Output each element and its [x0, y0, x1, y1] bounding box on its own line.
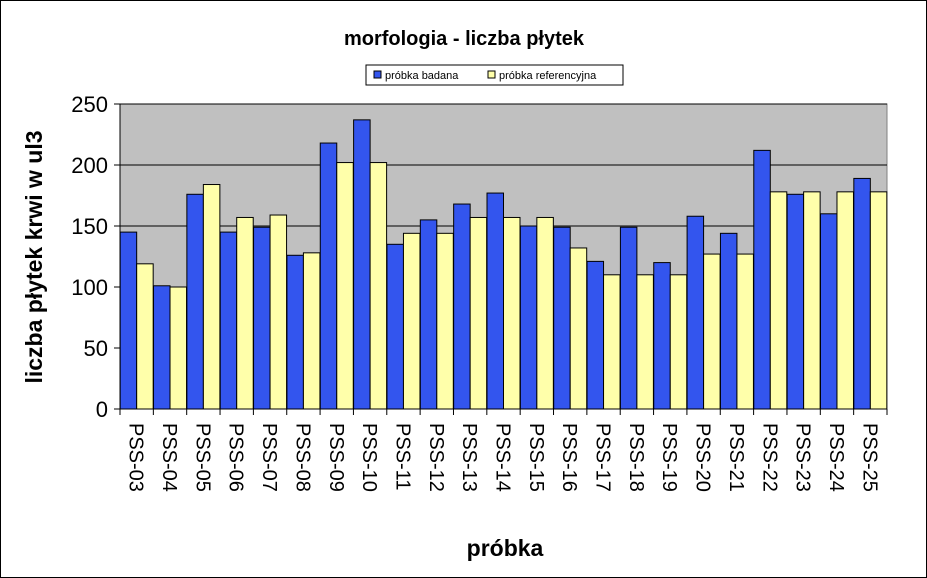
x-tick-label: PSS-22: [758, 423, 780, 492]
bar-referencyjna-PSS-12: [436, 232, 454, 410]
bar-badana-PSS-12: [419, 219, 438, 410]
bar-referencyjna-PSS-18: [636, 274, 654, 410]
bar-badana-PSS-07: [253, 226, 271, 410]
legend-label: próbka badana: [385, 70, 459, 82]
bar-badana-PSS-18: [619, 226, 638, 410]
x-tick-label: PSS-03: [125, 423, 147, 492]
legend-swatch: [373, 70, 382, 79]
bar-referencyjna-PSS-13: [469, 216, 488, 410]
bar-badana-PSS-24: [819, 213, 838, 410]
bar-referencyjna-PSS-03: [136, 263, 154, 410]
x-tick-label: PSS-23: [792, 423, 814, 492]
bar-referencyjna-PSS-24: [836, 191, 854, 410]
x-tick-label: PSS-07: [258, 423, 280, 492]
y-tick-label: 150: [71, 214, 108, 239]
legend-swatch: [487, 70, 496, 79]
x-tick-label: PSS-12: [425, 423, 447, 492]
x-tick-label: PSS-15: [525, 423, 547, 492]
bar-badana-PSS-20: [686, 215, 705, 410]
bar-referencyjna-PSS-19: [669, 274, 688, 410]
x-tick-label: PSS-05: [191, 423, 213, 492]
x-tick-label: PSS-20: [692, 423, 714, 492]
bar-badana-PSS-17: [586, 260, 605, 410]
bar-referencyjna-PSS-23: [803, 191, 821, 410]
bar-badana-PSS-16: [553, 226, 571, 410]
x-tick-label: PSS-06: [225, 423, 247, 492]
x-tick-label: PSS-24: [825, 423, 847, 492]
x-axis-title: próbka: [467, 535, 544, 561]
x-tick-label: PSS-08: [291, 423, 313, 492]
bar-badana-PSS-04: [153, 285, 171, 410]
bar-referencyjna-PSS-17: [603, 274, 621, 410]
bar-referencyjna-PSS-09: [336, 162, 354, 410]
bar-badana-PSS-08: [286, 254, 304, 410]
bar-badana-PSS-15: [519, 225, 538, 410]
bar-referencyjna-PSS-07: [269, 214, 288, 410]
x-tick-label: PSS-11: [391, 423, 413, 490]
bar-badana-PSS-23: [786, 193, 805, 410]
chart-title: morfologia - liczba płytek: [344, 28, 585, 50]
y-tick-label: 100: [71, 275, 108, 300]
bar-badana-PSS-09: [319, 142, 338, 410]
y-tick-label: 0: [96, 397, 108, 422]
legend: próbka badana próbka referencyjna: [365, 64, 624, 86]
x-tick-label: PSS-19: [658, 423, 680, 492]
bar-referencyjna-PSS-21: [736, 253, 754, 410]
bar-badana-PSS-19: [653, 262, 671, 410]
bar-badana-PSS-21: [719, 232, 738, 410]
y-axis-title: liczba płytek krwi w ul3: [21, 130, 47, 383]
y-tick-labels: 0 50 100 150 200 250: [71, 92, 108, 422]
x-tick-label: PSS-04: [158, 423, 180, 492]
bar-referencyjna-PSS-04: [169, 286, 188, 410]
bar-referencyjna-PSS-25: [869, 191, 888, 410]
y-tick-label: 50: [84, 336, 108, 361]
bar-referencyjna-PSS-10: [369, 162, 388, 410]
x-tick-label: PSS-14: [492, 423, 514, 492]
bar-badana-PSS-11: [386, 243, 404, 410]
bar-referencyjna-PSS-15: [536, 216, 554, 410]
bar-badana-PSS-25: [853, 177, 871, 410]
bar-referencyjna-PSS-14: [503, 216, 521, 410]
bar-badana-PSS-03: [119, 231, 138, 410]
x-tick-label: PSS-17: [592, 423, 614, 492]
x-tick-label: PSS-09: [325, 423, 347, 492]
bar-referencyjna-PSS-16: [569, 247, 588, 410]
bar-referencyjna-PSS-22: [769, 191, 788, 410]
bar-badana-PSS-22: [753, 149, 771, 410]
bar-referencyjna-PSS-11: [402, 232, 421, 410]
legend-label: próbka referencyjna: [499, 70, 597, 82]
bar-referencyjna-PSS-08: [302, 252, 321, 410]
y-tick-label: 200: [71, 153, 108, 178]
bar-referencyjna-PSS-20: [703, 253, 721, 410]
x-tick-label: PSS-18: [625, 423, 647, 492]
bars: [119, 119, 888, 410]
y-tick-label: 250: [71, 92, 108, 117]
x-tick-label: PSS-21: [725, 423, 747, 492]
bar-badana-PSS-06: [219, 231, 238, 410]
bar-badana-PSS-05: [186, 193, 204, 410]
bar-badana-PSS-14: [486, 192, 504, 410]
bar-referencyjna-PSS-06: [236, 216, 254, 410]
axes: [114, 103, 888, 415]
x-tick-label: PSS-16: [558, 423, 580, 492]
bar-referencyjna-PSS-05: [202, 184, 221, 410]
bar-badana-PSS-10: [353, 119, 371, 410]
x-tick-label: PSS-13: [458, 423, 480, 492]
x-tick-labels: PSS-03 PSS-04 PSS-05 PSS-06 PSS-07 PSS-08 PSS-…: [125, 423, 881, 492]
bar-badana-PSS-13: [453, 203, 471, 410]
x-tick-label: PSS-25: [858, 423, 880, 492]
x-tick-label: PSS-10: [358, 423, 380, 492]
